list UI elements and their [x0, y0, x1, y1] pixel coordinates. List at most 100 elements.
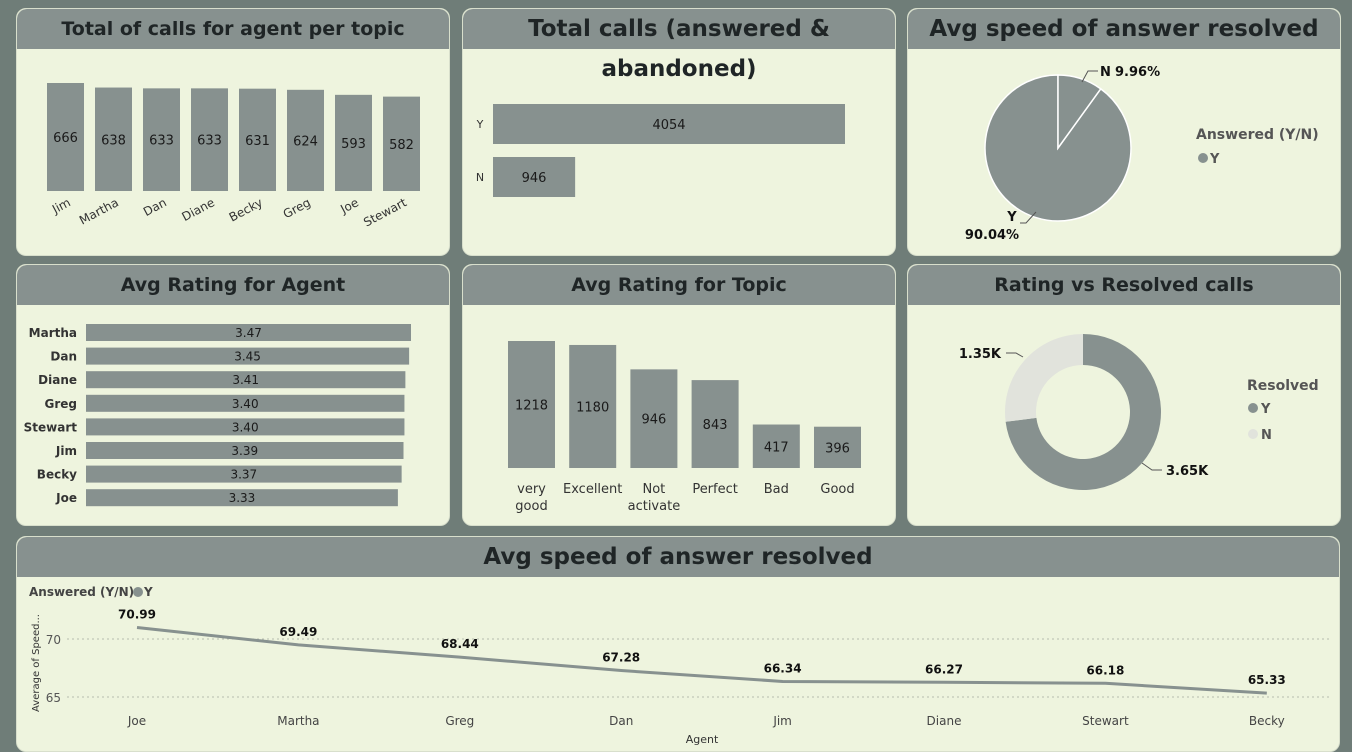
bar-data-label: 843 — [703, 418, 728, 433]
calls-per-agent-panel: Total of calls for agent per topic 666 Ji… — [16, 8, 450, 256]
x-tick-label: Becky — [227, 195, 265, 224]
x-tick-label: Dan — [141, 195, 169, 219]
rating-agent-chart: 3.47 Martha 3.45 Dan 3.41 Diane 3.40 Greg 3.40 St… — [24, 324, 411, 507]
bar — [86, 347, 410, 365]
bar-data-label: 417 — [764, 440, 789, 455]
bar — [239, 88, 276, 191]
bar — [86, 324, 411, 341]
x-tick-label: very — [517, 482, 546, 497]
slice-label-value: 9.96% — [1115, 65, 1160, 80]
calls-per-agent-chart: 666 Jim 638 Martha 633 Dan 633 Diane 631 Becky 624… — [47, 83, 420, 229]
bar — [287, 89, 324, 191]
bar-data-label: 396 — [825, 441, 850, 456]
speed-line-chart: Answered (Y/N) Y 70 65 Average of Speed... 70… — [29, 585, 1329, 746]
x-tick-label: Becky — [1249, 714, 1285, 728]
bar-data-label: 1218 — [515, 399, 548, 414]
slice-label-category: N — [1100, 65, 1111, 80]
y-tick-label: Y — [476, 118, 484, 131]
bar — [191, 88, 228, 191]
leader-line — [1141, 462, 1162, 471]
bar — [493, 104, 845, 144]
bar-data-label: 638 — [101, 133, 126, 148]
bar-data-label: 946 — [522, 171, 547, 186]
bar — [383, 96, 420, 191]
bar — [86, 394, 405, 412]
point-data-label: 68.44 — [441, 637, 479, 651]
bar — [143, 88, 180, 191]
rating-agent-title: Avg Rating for Agent — [17, 265, 449, 305]
slice-label-value: 3.65K — [1166, 464, 1209, 479]
bar-data-label: 946 — [641, 413, 666, 428]
bar-data-label: 1180 — [576, 400, 609, 415]
total-calls-panel: Total calls (answered & abandoned) 4054 Y… — [462, 8, 896, 256]
y-tick-label: Joe — [55, 491, 77, 505]
y-tick-label: Greg — [45, 397, 78, 411]
x-tick-label: Joe — [127, 714, 146, 728]
y-tick-label: Jim — [55, 444, 77, 458]
legend-marker — [1198, 153, 1208, 163]
point-data-label: 66.27 — [925, 662, 963, 676]
bar-data-label: 633 — [197, 134, 222, 149]
x-tick-label: Dan — [609, 714, 633, 728]
bar-data-label: 3.41 — [232, 373, 259, 387]
x-tick-label: Stewart — [361, 195, 409, 229]
bar — [814, 426, 861, 468]
bar — [47, 83, 84, 191]
y-tick-label: Becky — [37, 468, 77, 482]
legend-marker — [1248, 429, 1258, 439]
y-tick-label: 70 — [46, 633, 61, 647]
total-calls-chart: 4054 Y 946 N — [476, 104, 845, 197]
bar-data-label: 3.33 — [229, 491, 256, 505]
bar-data-label: 631 — [245, 134, 270, 149]
bar — [752, 424, 800, 468]
rating-agent-panel: Avg Rating for Agent 3.47 Martha 3.45 Dan 3.… — [16, 264, 450, 526]
legend-marker — [133, 587, 143, 597]
x-tick-label: Joe — [337, 195, 361, 216]
x-axis-title: Agent — [686, 733, 719, 746]
x-tick-label: Greg — [445, 714, 474, 728]
y-axis-title: Average of Speed... — [31, 614, 42, 712]
leader-line — [1020, 211, 1037, 224]
speed-line-panel: Avg speed of answer resolved Answered (Y… — [16, 536, 1340, 752]
y-tick-label: N — [476, 171, 484, 184]
bar — [569, 344, 617, 468]
x-tick-label: Bad — [764, 482, 789, 497]
calls-per-agent-title: Total of calls for agent per topic — [17, 9, 449, 49]
x-tick-label: Perfect — [692, 482, 738, 497]
bar-data-label: 3.45 — [234, 350, 261, 364]
x-tick-label: Diane — [180, 195, 217, 224]
bar-data-label: 3.40 — [232, 420, 259, 434]
rating-topic-chart: 1218 very good 1180 Excellent 946 Not activate 8… — [508, 341, 861, 514]
bar — [95, 87, 132, 191]
bar — [493, 157, 576, 197]
bar — [86, 489, 398, 507]
slice-label-category: Y — [1006, 210, 1017, 225]
x-tick-label: Stewart — [1082, 714, 1129, 728]
speed-answer-pie-panel: Avg speed of answer resolved N 9.96% Y 90.0… — [907, 8, 1341, 256]
legend-label: Y — [1209, 152, 1220, 167]
legend-marker — [1248, 403, 1258, 413]
bar-data-label: 3.39 — [231, 444, 258, 458]
bar-data-label: 3.37 — [230, 468, 257, 482]
bar-data-label: 4054 — [652, 118, 685, 133]
bar — [86, 371, 406, 389]
y-tick-label: Diane — [38, 373, 77, 387]
x-tick-label: Diane — [927, 714, 962, 728]
rating-topic-title: Avg Rating for Topic — [463, 265, 895, 305]
x-tick-label: Martha — [77, 195, 121, 227]
y-tick-label: Martha — [29, 326, 77, 340]
rating-resolved-title: Rating vs Resolved calls — [908, 265, 1340, 305]
legend-title: Answered (Y/N) — [1196, 127, 1319, 143]
point-data-label: 67.28 — [602, 651, 640, 665]
x-tick-label: Greg — [281, 195, 313, 221]
bar — [691, 380, 739, 468]
bar — [86, 418, 405, 436]
legend-label: Y — [143, 585, 153, 599]
x-tick-label: activate — [628, 499, 681, 514]
bar-data-label: 3.40 — [232, 397, 259, 411]
total-calls-title: Total calls (answered & abandoned) — [463, 9, 895, 82]
series-line — [136, 626, 1267, 695]
x-tick-label: Martha — [277, 714, 319, 728]
x-tick-label: Jim — [772, 714, 792, 728]
donut-slice — [1005, 334, 1161, 490]
